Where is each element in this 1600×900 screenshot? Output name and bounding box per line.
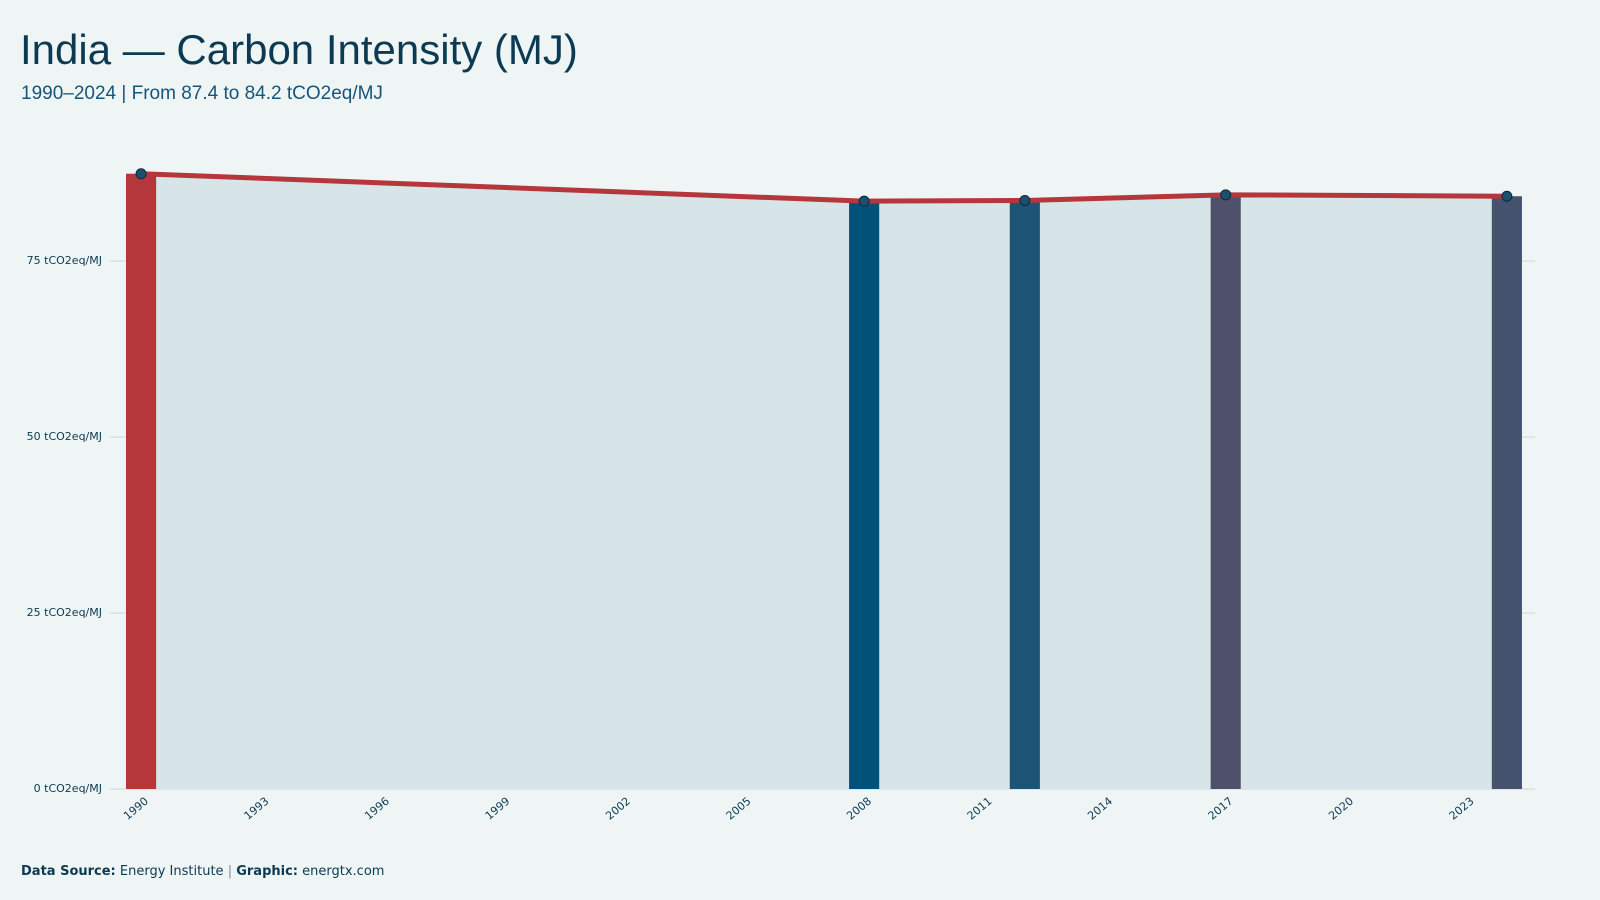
source: Energy Institute — [120, 864, 224, 879]
bar — [1210, 194, 1241, 790]
point — [858, 195, 870, 207]
point — [1220, 189, 1232, 201]
footer: Data Source: Energy Institute | Graphic:… — [21, 864, 384, 879]
chart-title: India — Carbon Intensity (MJ) — [20, 26, 578, 73]
source-label: Data Source: — [21, 864, 116, 879]
area — [141, 173, 1507, 790]
point — [135, 168, 147, 180]
y-tick-label: 50 tCO2eq/MJ — [27, 430, 102, 443]
y-tick-label: 75 tCO2eq/MJ — [27, 254, 102, 267]
bar — [126, 173, 157, 790]
separator: | — [228, 864, 232, 879]
graphic-label: Graphic: — [236, 864, 298, 879]
y-tick-label: 0 tCO2eq/MJ — [34, 782, 102, 795]
graphic: energtx.com — [302, 864, 384, 879]
bar — [1491, 196, 1522, 789]
bar — [849, 201, 880, 789]
point — [1501, 190, 1513, 202]
chart-subtitle: 1990–2024 | From 87.4 to 84.2 tCO2eq/MJ — [21, 83, 383, 104]
y-tick-label: 25 tCO2eq/MJ — [27, 606, 102, 619]
point — [1019, 194, 1031, 206]
bar — [1009, 200, 1040, 789]
